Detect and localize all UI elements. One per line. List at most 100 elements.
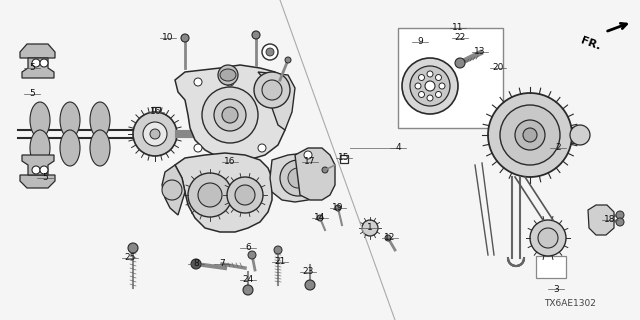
Circle shape [162, 180, 182, 200]
Text: 11: 11 [452, 23, 464, 33]
Circle shape [427, 71, 433, 77]
Ellipse shape [90, 102, 110, 138]
Circle shape [523, 128, 537, 142]
Bar [152, 107, 160, 115]
Ellipse shape [60, 102, 80, 138]
Circle shape [402, 58, 458, 114]
Circle shape [262, 44, 278, 60]
Circle shape [32, 59, 40, 67]
Ellipse shape [30, 130, 50, 166]
Circle shape [616, 218, 624, 226]
Circle shape [288, 168, 308, 188]
Circle shape [262, 80, 282, 100]
Circle shape [214, 99, 246, 131]
Circle shape [198, 183, 222, 207]
Polygon shape [258, 72, 295, 130]
Text: 14: 14 [314, 213, 326, 222]
Text: 5: 5 [42, 173, 48, 182]
Text: TX6AE1302: TX6AE1302 [544, 299, 596, 308]
Text: 5: 5 [29, 63, 35, 73]
Polygon shape [20, 44, 55, 58]
Circle shape [258, 144, 266, 152]
Circle shape [32, 166, 40, 174]
Circle shape [280, 160, 316, 196]
Text: 6: 6 [245, 244, 251, 252]
Text: 25: 25 [124, 253, 136, 262]
Circle shape [227, 177, 263, 213]
Text: 10: 10 [163, 34, 173, 43]
Circle shape [415, 83, 421, 89]
Text: 13: 13 [474, 47, 486, 57]
Circle shape [143, 122, 167, 146]
Circle shape [218, 65, 238, 85]
Circle shape [455, 58, 465, 68]
Polygon shape [175, 153, 272, 232]
Polygon shape [270, 153, 328, 202]
Polygon shape [20, 175, 55, 188]
Text: 22: 22 [454, 34, 466, 43]
Polygon shape [588, 205, 614, 235]
Bar [545, 127, 580, 143]
Circle shape [254, 72, 290, 108]
Circle shape [285, 57, 291, 63]
Circle shape [435, 75, 442, 81]
Text: 23: 23 [302, 268, 314, 276]
Circle shape [362, 220, 378, 236]
Circle shape [410, 66, 450, 106]
Circle shape [235, 185, 255, 205]
Circle shape [266, 48, 274, 56]
Text: 2: 2 [555, 143, 561, 153]
Circle shape [322, 167, 328, 173]
Polygon shape [162, 165, 185, 215]
Circle shape [226, 78, 234, 86]
Circle shape [188, 173, 232, 217]
Text: 21: 21 [275, 258, 285, 267]
Circle shape [570, 125, 590, 145]
Circle shape [252, 31, 260, 39]
Circle shape [305, 280, 315, 290]
Circle shape [590, 208, 610, 228]
Text: 5: 5 [29, 90, 35, 99]
Polygon shape [175, 65, 285, 160]
Bar [340, 155, 348, 163]
Ellipse shape [30, 102, 50, 138]
Circle shape [385, 235, 391, 241]
Circle shape [538, 228, 558, 248]
Text: 7: 7 [219, 260, 225, 268]
Circle shape [515, 120, 545, 150]
Text: 16: 16 [150, 108, 162, 116]
Circle shape [427, 95, 433, 101]
Polygon shape [22, 155, 54, 175]
Circle shape [181, 34, 189, 42]
Text: 3: 3 [553, 284, 559, 293]
Circle shape [133, 112, 177, 156]
Circle shape [40, 166, 48, 174]
Text: 1: 1 [367, 223, 373, 233]
Ellipse shape [60, 130, 80, 166]
Text: 12: 12 [384, 234, 396, 243]
Text: 9: 9 [417, 37, 423, 46]
Circle shape [194, 78, 202, 86]
Circle shape [128, 243, 138, 253]
Text: 18: 18 [604, 215, 616, 225]
Circle shape [248, 251, 256, 259]
Text: 16: 16 [224, 157, 236, 166]
Bar [308, 158, 316, 166]
Ellipse shape [220, 69, 236, 81]
Circle shape [274, 246, 282, 254]
Text: 20: 20 [492, 63, 504, 73]
Circle shape [419, 75, 424, 81]
Circle shape [419, 92, 424, 98]
Circle shape [304, 151, 312, 159]
Circle shape [222, 107, 238, 123]
Circle shape [435, 92, 442, 98]
Text: 15: 15 [339, 154, 349, 163]
Text: 19: 19 [332, 204, 344, 212]
Text: FR.: FR. [579, 35, 602, 52]
Circle shape [194, 144, 202, 152]
Circle shape [317, 215, 323, 221]
Circle shape [488, 93, 572, 177]
Polygon shape [22, 58, 54, 78]
Ellipse shape [90, 130, 110, 166]
Circle shape [530, 220, 566, 256]
